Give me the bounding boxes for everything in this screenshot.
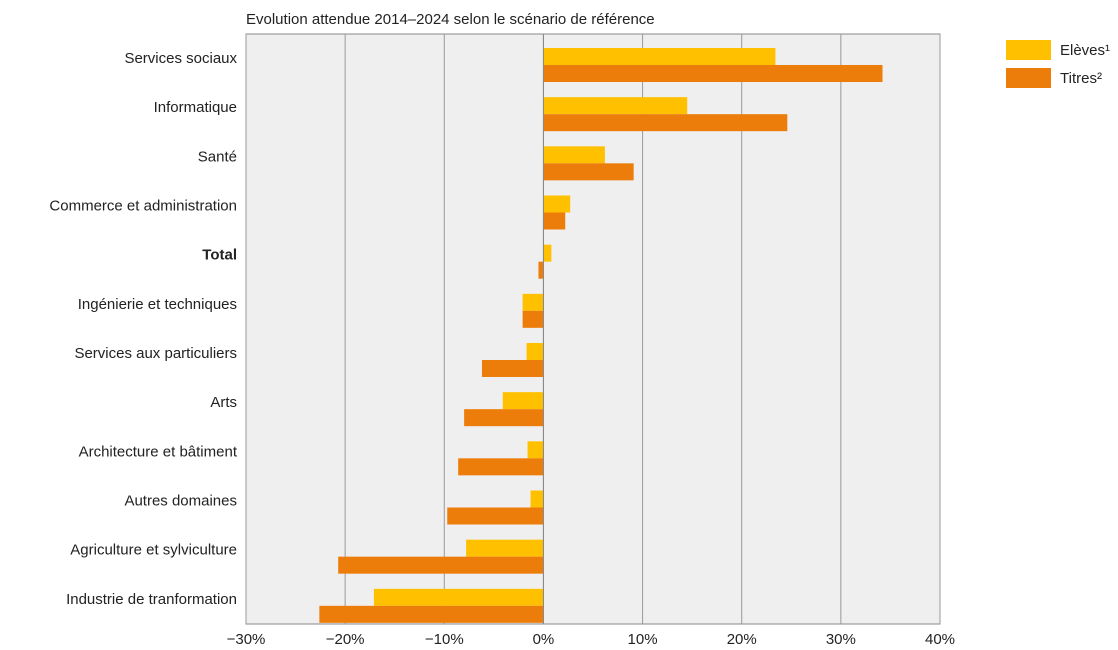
bar xyxy=(447,507,544,525)
x-tick-label: −20% xyxy=(326,631,365,648)
bar xyxy=(527,441,544,459)
bar xyxy=(543,212,566,230)
bar xyxy=(319,605,544,623)
legend-label: Elèves¹ xyxy=(1060,42,1110,59)
x-tick-label: 30% xyxy=(826,631,856,648)
y-tick-label: Arts xyxy=(210,394,237,411)
x-tick-label: 10% xyxy=(628,631,658,648)
y-tick-label: Services sociaux xyxy=(124,50,237,67)
bar xyxy=(458,458,544,476)
y-tick-label: Industrie de tranformation xyxy=(66,591,237,608)
bar xyxy=(543,195,571,213)
bar xyxy=(466,539,544,557)
bar xyxy=(538,261,544,279)
bar xyxy=(530,490,544,508)
x-tick-label: 40% xyxy=(925,631,955,648)
legend-swatch xyxy=(1006,40,1051,60)
y-tick-label: Santé xyxy=(198,148,237,165)
y-tick-label: Ingénierie et techniques xyxy=(78,296,237,313)
y-tick-label: Autres domaines xyxy=(124,492,237,509)
legend-label: Titres² xyxy=(1060,70,1102,87)
bar xyxy=(522,293,544,311)
y-tick-label: Total xyxy=(202,247,237,264)
x-tick-label: 20% xyxy=(727,631,757,648)
y-tick-label: Services aux particuliers xyxy=(74,345,237,362)
bar xyxy=(543,163,634,181)
plot-area xyxy=(245,33,941,625)
legend-swatch xyxy=(1006,68,1051,88)
y-tick-label: Informatique xyxy=(154,99,237,116)
x-tick-label: 0% xyxy=(533,631,555,648)
bar xyxy=(543,146,605,164)
bar xyxy=(543,97,688,115)
bar xyxy=(543,244,552,262)
bar xyxy=(543,65,883,82)
x-tick-label: −30% xyxy=(227,631,266,648)
bar xyxy=(526,343,544,360)
bar xyxy=(543,48,776,65)
bar xyxy=(373,588,544,606)
bar xyxy=(502,392,544,410)
chart-title: Evolution attendue 2014–2024 selon le sc… xyxy=(246,11,655,28)
y-tick-label: Agriculture et sylviculture xyxy=(70,542,237,559)
y-tick-label: Architecture et bâtiment xyxy=(79,443,238,460)
x-tick-label: −10% xyxy=(425,631,464,648)
bar xyxy=(464,409,544,427)
bar xyxy=(543,114,788,132)
bar xyxy=(338,556,544,574)
y-tick-label: Commerce et administration xyxy=(49,197,237,214)
bar xyxy=(522,310,544,328)
bar xyxy=(481,360,544,377)
